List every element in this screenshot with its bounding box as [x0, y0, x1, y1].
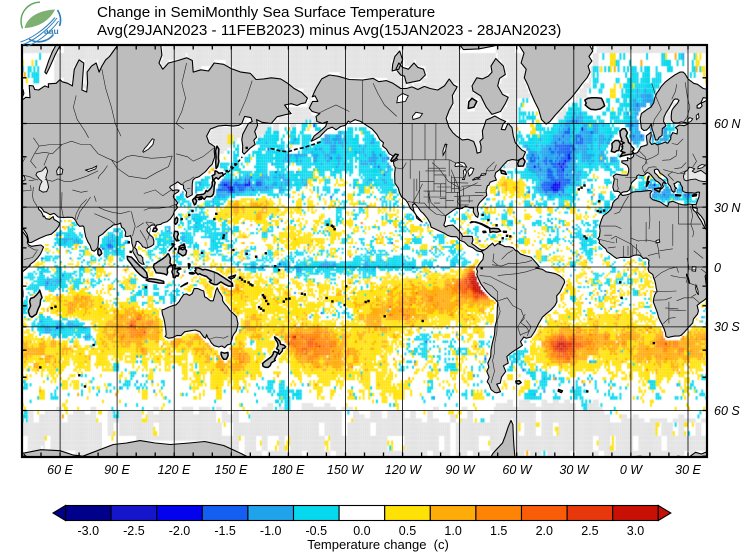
svg-text:Temperature change (c): Temperature change (c)	[307, 537, 449, 552]
svg-text:0: 0	[714, 261, 721, 275]
svg-text:3.0: 3.0	[627, 524, 644, 538]
svg-text:120 W: 120 W	[385, 463, 422, 477]
svg-text:2.0: 2.0	[536, 524, 553, 538]
svg-text:30 N: 30 N	[714, 201, 741, 215]
svg-text:-2.0: -2.0	[169, 524, 191, 538]
svg-text:aau: aau	[44, 26, 59, 36]
svg-text:90 W: 90 W	[445, 463, 475, 477]
svg-text:60 E: 60 E	[47, 463, 73, 477]
svg-text:-0.5: -0.5	[306, 524, 328, 538]
svg-text:-1.5: -1.5	[214, 524, 236, 538]
svg-text:1.5: 1.5	[490, 524, 507, 538]
svg-text:-1.0: -1.0	[260, 524, 282, 538]
svg-text:-3.0: -3.0	[78, 524, 100, 538]
svg-text:60 W: 60 W	[502, 463, 532, 477]
svg-text:0.0: 0.0	[353, 524, 370, 538]
svg-text:0.5: 0.5	[399, 524, 416, 538]
svg-text:0 W: 0 W	[620, 463, 643, 477]
svg-text:120 E: 120 E	[158, 463, 191, 477]
svg-text:150 W: 150 W	[327, 463, 364, 477]
svg-text:2.5: 2.5	[581, 524, 598, 538]
svg-text:60 N: 60 N	[714, 117, 741, 131]
svg-text:90 E: 90 E	[104, 463, 130, 477]
svg-text:30 E: 30 E	[675, 463, 701, 477]
svg-text:180 E: 180 E	[272, 463, 305, 477]
svg-text:-2.5: -2.5	[123, 524, 145, 538]
svg-text:150 E: 150 E	[215, 463, 248, 477]
svg-text:60 S: 60 S	[714, 404, 740, 418]
svg-text:30 W: 30 W	[559, 463, 589, 477]
svg-text:1.0: 1.0	[444, 524, 461, 538]
svg-text:30 S: 30 S	[714, 320, 740, 334]
